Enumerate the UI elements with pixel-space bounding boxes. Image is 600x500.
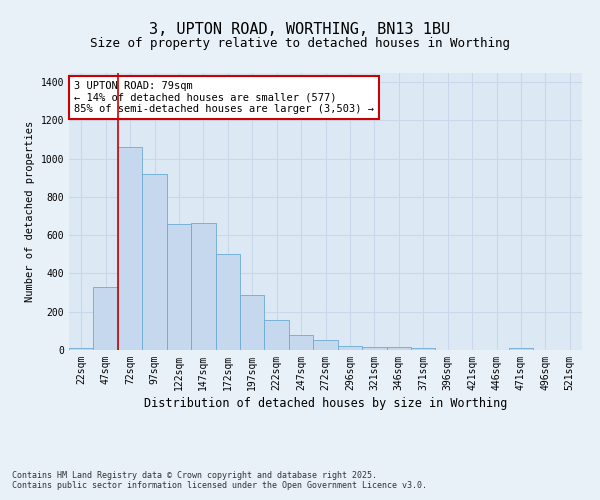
Bar bbox=[94, 287, 118, 350]
Bar bbox=[215, 254, 240, 350]
Bar bbox=[362, 346, 386, 350]
Bar bbox=[509, 348, 533, 350]
Bar bbox=[240, 294, 265, 350]
Bar bbox=[338, 346, 362, 350]
Bar bbox=[386, 346, 411, 350]
Bar bbox=[265, 320, 289, 350]
Text: Size of property relative to detached houses in Worthing: Size of property relative to detached ho… bbox=[90, 38, 510, 51]
Bar bbox=[411, 348, 436, 350]
Bar bbox=[191, 222, 215, 350]
Bar bbox=[289, 334, 313, 350]
Text: 3 UPTON ROAD: 79sqm
← 14% of detached houses are smaller (577)
85% of semi-detac: 3 UPTON ROAD: 79sqm ← 14% of detached ho… bbox=[74, 81, 374, 114]
Bar bbox=[167, 224, 191, 350]
Bar bbox=[142, 174, 167, 350]
Text: 3, UPTON ROAD, WORTHING, BN13 1BU: 3, UPTON ROAD, WORTHING, BN13 1BU bbox=[149, 22, 451, 38]
Bar bbox=[118, 147, 142, 350]
X-axis label: Distribution of detached houses by size in Worthing: Distribution of detached houses by size … bbox=[144, 397, 507, 410]
Bar bbox=[69, 348, 94, 350]
Bar bbox=[313, 340, 338, 350]
Y-axis label: Number of detached properties: Number of detached properties bbox=[25, 120, 35, 302]
Text: Contains HM Land Registry data © Crown copyright and database right 2025.
Contai: Contains HM Land Registry data © Crown c… bbox=[12, 470, 427, 490]
